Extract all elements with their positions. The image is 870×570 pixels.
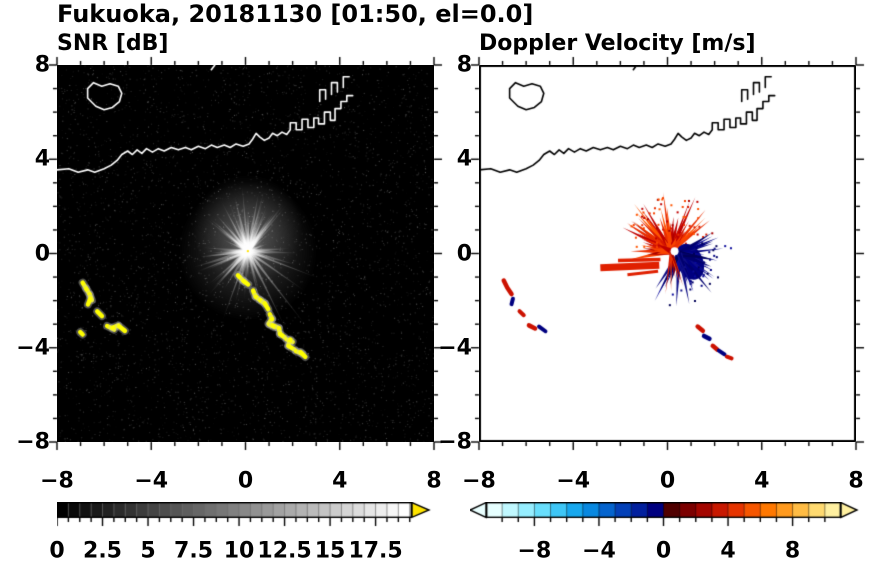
tick-label: 0: [659, 468, 676, 494]
tick-label: 0: [237, 468, 254, 494]
tick-label: 4: [332, 468, 348, 494]
tick-label: −4: [16, 335, 50, 361]
tick-label: −8: [40, 468, 74, 494]
tick-label: −4: [134, 468, 169, 494]
tick-label: 10: [223, 538, 255, 564]
tick-label: −8: [438, 429, 472, 455]
tick-label: 4: [456, 146, 472, 172]
tick-label: 5: [140, 538, 156, 564]
figure-title: Fukuoka, 20181130 [01:50, el=0.0]: [57, 0, 534, 28]
tick-label: 8: [848, 468, 864, 494]
tick-label: 8: [784, 538, 801, 564]
tick-label: 8: [456, 52, 472, 78]
tick-label: −4: [582, 538, 616, 564]
tick-label: 4: [754, 468, 770, 494]
tick-label: 2.5: [83, 538, 122, 564]
tick-label: 0: [34, 241, 50, 266]
tick-label: 4: [720, 538, 736, 564]
tick-label: −8: [462, 468, 496, 494]
tick-label: −4: [438, 335, 472, 361]
snr-radar-plot: [57, 65, 434, 442]
tick-label: 8: [426, 468, 442, 494]
tick-label: 0: [456, 241, 472, 266]
tick-label: 4: [34, 146, 50, 172]
snr-panel-title: SNR [dB]: [57, 31, 169, 56]
snr-colorbar: [57, 502, 437, 530]
tick-label: 17.5: [348, 538, 403, 564]
tick-label: 0: [655, 538, 672, 564]
tick-label: 7.5: [174, 538, 214, 564]
tick-label: 8: [34, 52, 50, 78]
velocity-panel-title: Doppler Velocity [m/s]: [479, 31, 756, 56]
tick-label: −8: [517, 538, 552, 564]
velocity-colorbar: [470, 502, 860, 530]
tick-label: 0: [49, 538, 65, 564]
tick-label: −4: [556, 468, 591, 494]
velocity-radar-plot: [479, 65, 856, 442]
tick-label: 12.5: [257, 538, 312, 564]
tick-label: 15: [314, 538, 346, 564]
tick-label: −8: [16, 429, 50, 455]
